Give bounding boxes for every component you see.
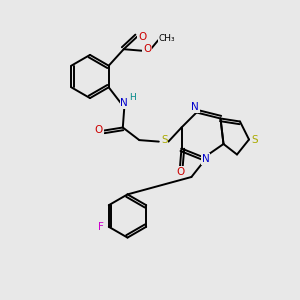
Text: O: O (176, 167, 185, 177)
Text: O: O (138, 32, 146, 42)
Text: N: N (191, 102, 199, 112)
Text: F: F (98, 222, 104, 233)
Text: CH₃: CH₃ (158, 34, 175, 43)
Text: S: S (252, 135, 258, 145)
Text: N: N (202, 154, 209, 164)
Text: S: S (161, 135, 167, 145)
Text: O: O (143, 44, 151, 54)
Text: O: O (95, 125, 103, 135)
Text: N: N (120, 98, 128, 108)
Text: H: H (129, 93, 136, 102)
